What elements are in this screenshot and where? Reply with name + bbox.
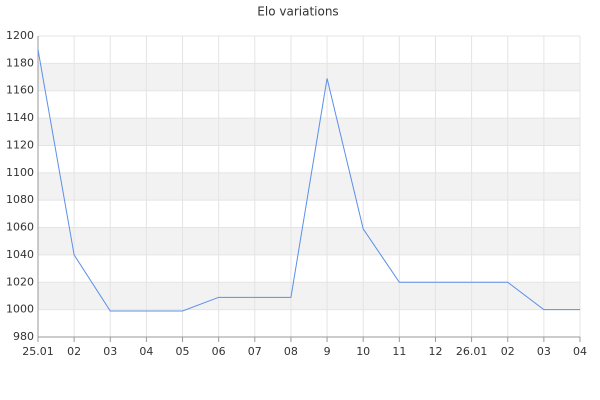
data-line [37,49,580,312]
x-tick-label: 11 [392,345,406,358]
x-tick-label: 12 [428,345,442,358]
y-tick-label: 1040 [6,248,34,261]
y-tick-label: 1100 [6,166,34,179]
x-tick-label: 02 [501,345,515,358]
x-tick-label: 9 [324,345,331,358]
x-tick-label: 10 [356,345,370,358]
band [38,227,580,255]
x-tick-label: 05 [176,345,190,358]
x-tick-label: 07 [248,345,262,358]
y-tick-label: 1060 [6,221,34,234]
band [38,282,580,310]
x-tick-label: 25.01 [22,345,54,358]
x-tick-label: 04 [573,345,587,358]
y-tick-label: 1000 [6,303,34,316]
band [38,118,580,146]
x-tick-label: 08 [284,345,298,358]
x-tick-label: 03 [103,345,117,358]
x-tick-label: 26.01 [456,345,488,358]
y-tick-label: 1140 [6,111,34,124]
x-tick-label: 06 [212,345,226,358]
y-tick-label: 1080 [6,193,34,206]
y-tick-label: 980 [13,330,34,343]
y-tick-label: 1180 [6,56,34,69]
x-tick-label: 03 [537,345,551,358]
x-tick-label: 02 [67,345,81,358]
y-tick-label: 1160 [6,84,34,97]
x-tick-label: 04 [139,345,153,358]
y-tick-label: 1120 [6,138,34,151]
band [38,63,580,91]
chart-title: Elo variations [257,5,338,19]
y-tick-label: 1020 [6,275,34,288]
y-tick-label: 1200 [6,29,34,42]
